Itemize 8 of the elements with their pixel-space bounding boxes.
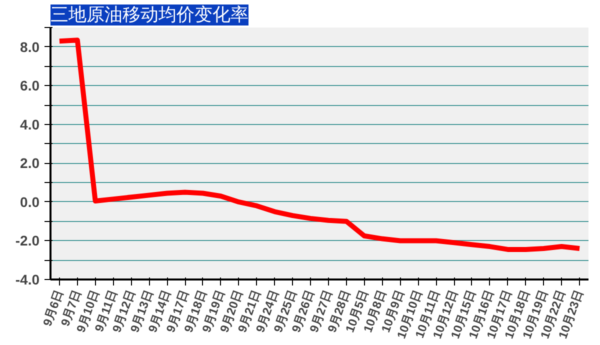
chart-title: 三地原油移动均价变化率 [50, 4, 248, 26]
y-tick-label: 2.0 [20, 155, 40, 172]
y-tick-label: 0.0 [20, 194, 40, 210]
y-tick-label: 8.0 [20, 38, 40, 55]
y-tick-label: 6.0 [20, 78, 40, 94]
y-tick-label: -4.0 [15, 272, 40, 288]
y-tick-label: 4.0 [20, 116, 40, 132]
y-tick-label: -2.0 [15, 232, 40, 249]
